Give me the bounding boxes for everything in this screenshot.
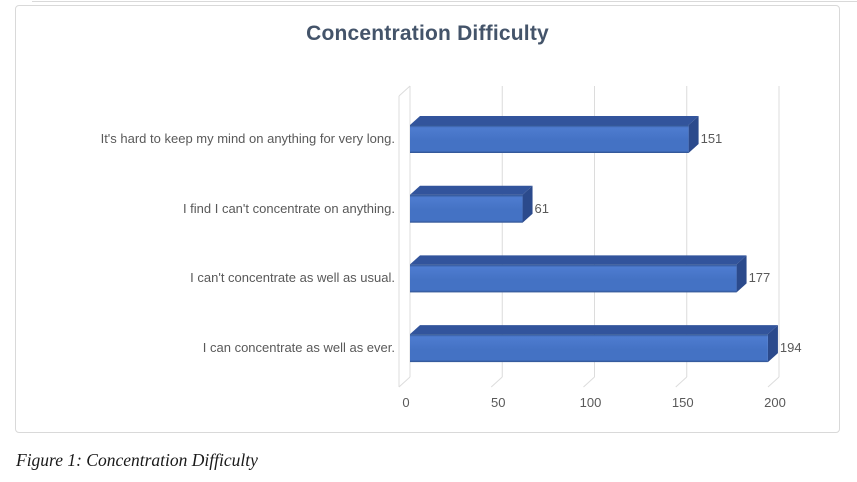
bar-top-face — [410, 185, 533, 195]
bar-front-face — [410, 264, 737, 293]
gridline — [767, 376, 780, 388]
bar-end-face — [688, 116, 699, 153]
bar-front-face — [410, 125, 689, 153]
axis-tick-label: 0 — [402, 395, 410, 410]
gridline — [675, 376, 688, 388]
bar-end-face — [522, 185, 533, 223]
category-label: I can concentrate as well as ever. — [202, 340, 395, 356]
bar-front-face — [410, 334, 768, 363]
data-label: 61 — [534, 200, 549, 216]
bar-top-face — [410, 116, 699, 125]
axis-tick-label: 150 — [671, 395, 694, 410]
category-label: It's hard to keep my mind on anything fo… — [100, 131, 395, 146]
bar-end-face — [767, 325, 778, 363]
chart-title: Concentration Difficulty — [306, 22, 549, 45]
axis-tick-label: 200 — [764, 395, 786, 410]
gridline — [490, 376, 503, 388]
gridline — [398, 85, 411, 97]
axis-tick-label: 50 — [491, 395, 506, 410]
bar-front-face — [410, 194, 523, 223]
bar-top-face — [410, 325, 778, 335]
bar-end-face — [736, 255, 747, 293]
chart-canvas — [398, 85, 780, 388]
gridline — [583, 376, 595, 388]
category-label: I find I can't concentrate on anything. — [182, 200, 395, 216]
axis-tick-label: 100 — [579, 395, 602, 410]
gridline — [398, 376, 411, 388]
category-label: I can't concentrate as well as usual. — [190, 270, 395, 286]
data-label: 177 — [748, 270, 771, 286]
bar-top-face — [410, 255, 747, 265]
data-label: 151 — [700, 131, 723, 146]
top-divider — [32, 1, 857, 2]
plot-area: It's hard to keep my mind on anything fo… — [16, 6, 839, 432]
figure-caption: Figure 1: Concentration Difficulty — [16, 450, 258, 470]
data-label: 194 — [779, 340, 802, 356]
chart-frame: Concentration Difficulty It's hard to ke… — [15, 5, 840, 433]
